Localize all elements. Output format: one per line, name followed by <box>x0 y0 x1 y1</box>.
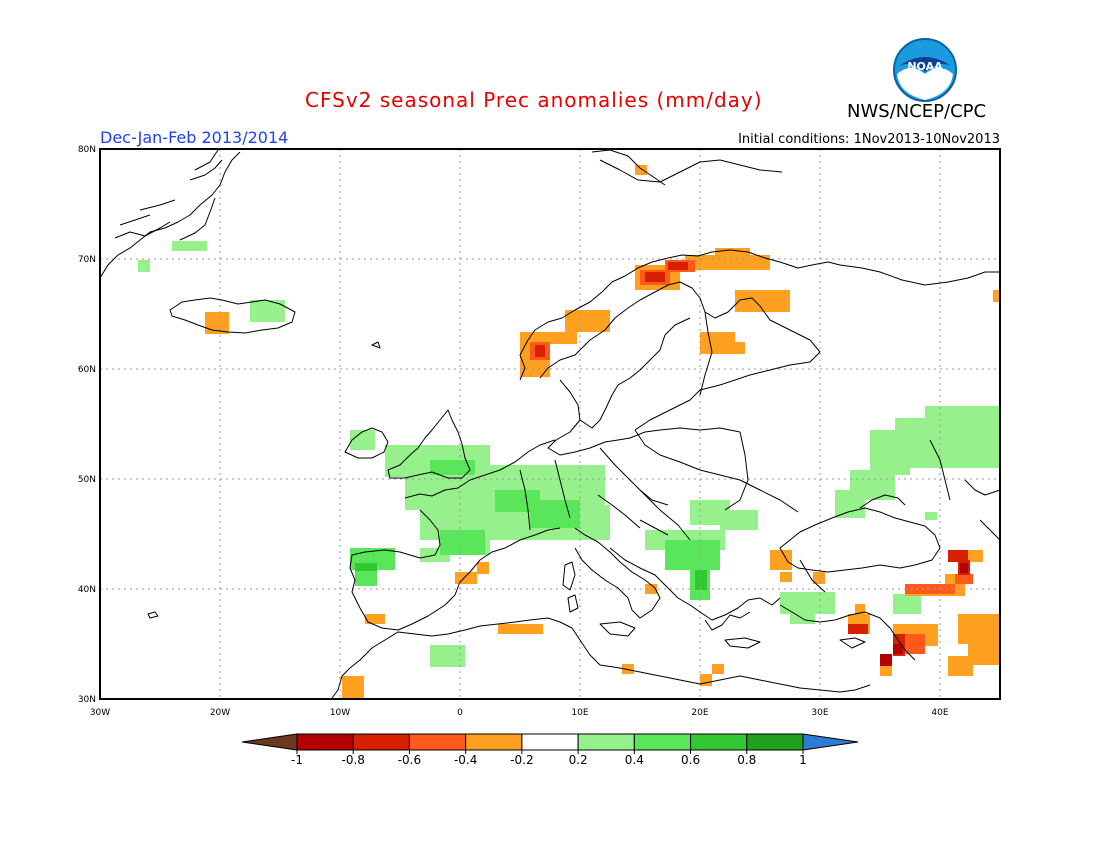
colorbar: -1 -0.8 -0.6 -0.4 -0.2 0.2 0.4 0.6 0.8 1 <box>241 733 859 767</box>
season-label: Dec-Jan-Feb 2013/2014 <box>100 128 289 147</box>
lat-label: 60N <box>78 365 96 375</box>
lat-label: 70N <box>78 255 96 265</box>
colorbar-segment <box>296 733 354 751</box>
lon-label: 20E <box>691 708 708 718</box>
lon-label: 10W <box>330 708 350 718</box>
lon-label: 10E <box>571 708 588 718</box>
colorbar-label: -0.2 <box>510 753 533 767</box>
longitude-labels: 30W 20W 10W 0 10E 20E 30E 40E <box>90 708 949 718</box>
colorbar-segment <box>633 733 692 751</box>
colorbar-overflow-triangle <box>802 733 859 751</box>
colorbar-label: 0.2 <box>569 753 588 767</box>
logo-text: NOAA <box>907 60 943 73</box>
chart-title: CFSv2 seasonal Prec anomalies (mm/day) <box>305 88 763 112</box>
lat-label: 80N <box>78 145 96 155</box>
colorbar-underflow-triangle <box>241 733 298 751</box>
map-frame <box>99 148 1001 700</box>
noaa-logo-icon: NOAA <box>893 38 957 102</box>
colorbar-segment <box>352 733 410 751</box>
colorbar-label: 0.4 <box>625 753 644 767</box>
lat-label: 30N <box>78 695 96 705</box>
colorbar-label: 1 <box>799 753 807 767</box>
initial-conditions-label: Initial conditions: 1Nov2013-10Nov2013 <box>738 132 1000 147</box>
colorbar-segment <box>408 733 467 751</box>
colorbar-segment <box>746 733 804 751</box>
colorbar-segment <box>577 733 635 751</box>
lat-label: 40N <box>78 585 96 595</box>
colorbar-segment <box>521 733 579 751</box>
latitude-labels: 30N 40N 50N 60N 70N 80N <box>78 145 96 705</box>
colorbar-label: 0.8 <box>737 753 756 767</box>
lon-label: 0 <box>457 708 463 718</box>
map-gridlines <box>100 149 1000 699</box>
lat-label: 50N <box>78 475 96 485</box>
anomaly-cells <box>138 165 1000 698</box>
colorbar-label: -1 <box>291 753 303 767</box>
colorbar-segment <box>465 733 523 751</box>
lon-label: 20W <box>210 708 230 718</box>
lon-label: 30E <box>811 708 828 718</box>
colorbar-label: -0.4 <box>454 753 477 767</box>
agency-label: NWS/NCEP/CPC <box>847 101 987 122</box>
colorbar-segment <box>690 733 748 751</box>
colorbar-label: -0.6 <box>398 753 421 767</box>
colorbar-label: 0.6 <box>681 753 700 767</box>
lon-label: 40E <box>931 708 948 718</box>
lon-label: 30W <box>90 708 110 718</box>
coastlines <box>99 149 1001 699</box>
colorbar-label: -0.8 <box>342 753 365 767</box>
